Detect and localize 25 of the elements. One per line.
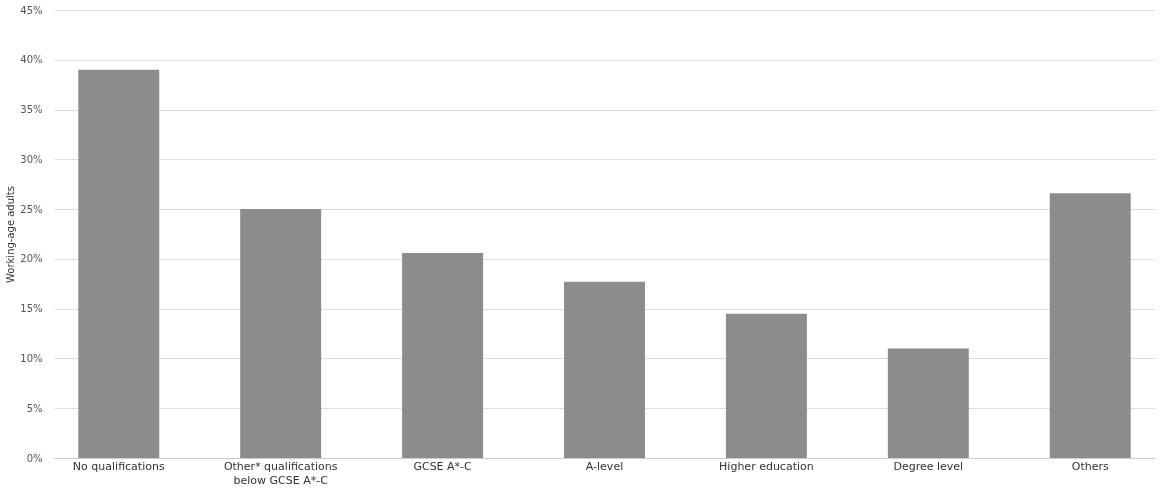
y-axis-title: Working-age adults [5, 186, 17, 283]
y-tick-label: 0% [26, 452, 43, 464]
bar [402, 252, 484, 458]
y-tick-label: 15% [20, 303, 43, 315]
y-tick-label: 20% [20, 253, 43, 265]
x-tick-label: Others [1071, 459, 1109, 473]
bar [78, 69, 160, 458]
x-tick-label: Degree level [893, 459, 964, 473]
y-tick-label: 45% [20, 4, 43, 16]
y-tick-label: 10% [20, 352, 43, 364]
bar [564, 281, 645, 458]
bar [887, 348, 969, 458]
bar [1049, 193, 1131, 458]
y-tick-label: 40% [20, 54, 43, 66]
bar [240, 209, 322, 458]
y-tick-label: 5% [26, 402, 43, 414]
bar [725, 313, 807, 458]
x-tick-label: Higher education [719, 459, 814, 473]
x-tick-label: No qualifications [72, 459, 165, 473]
x-tick-label: GCSE A*-C [413, 459, 473, 473]
y-tick-label: 35% [20, 104, 43, 116]
y-tick-label: 30% [20, 153, 43, 165]
x-tick-label: A-level [585, 459, 624, 473]
x-tick-label: Other* qualifications below GCSE A*-C [223, 459, 338, 487]
y-tick-label: 25% [20, 203, 43, 215]
